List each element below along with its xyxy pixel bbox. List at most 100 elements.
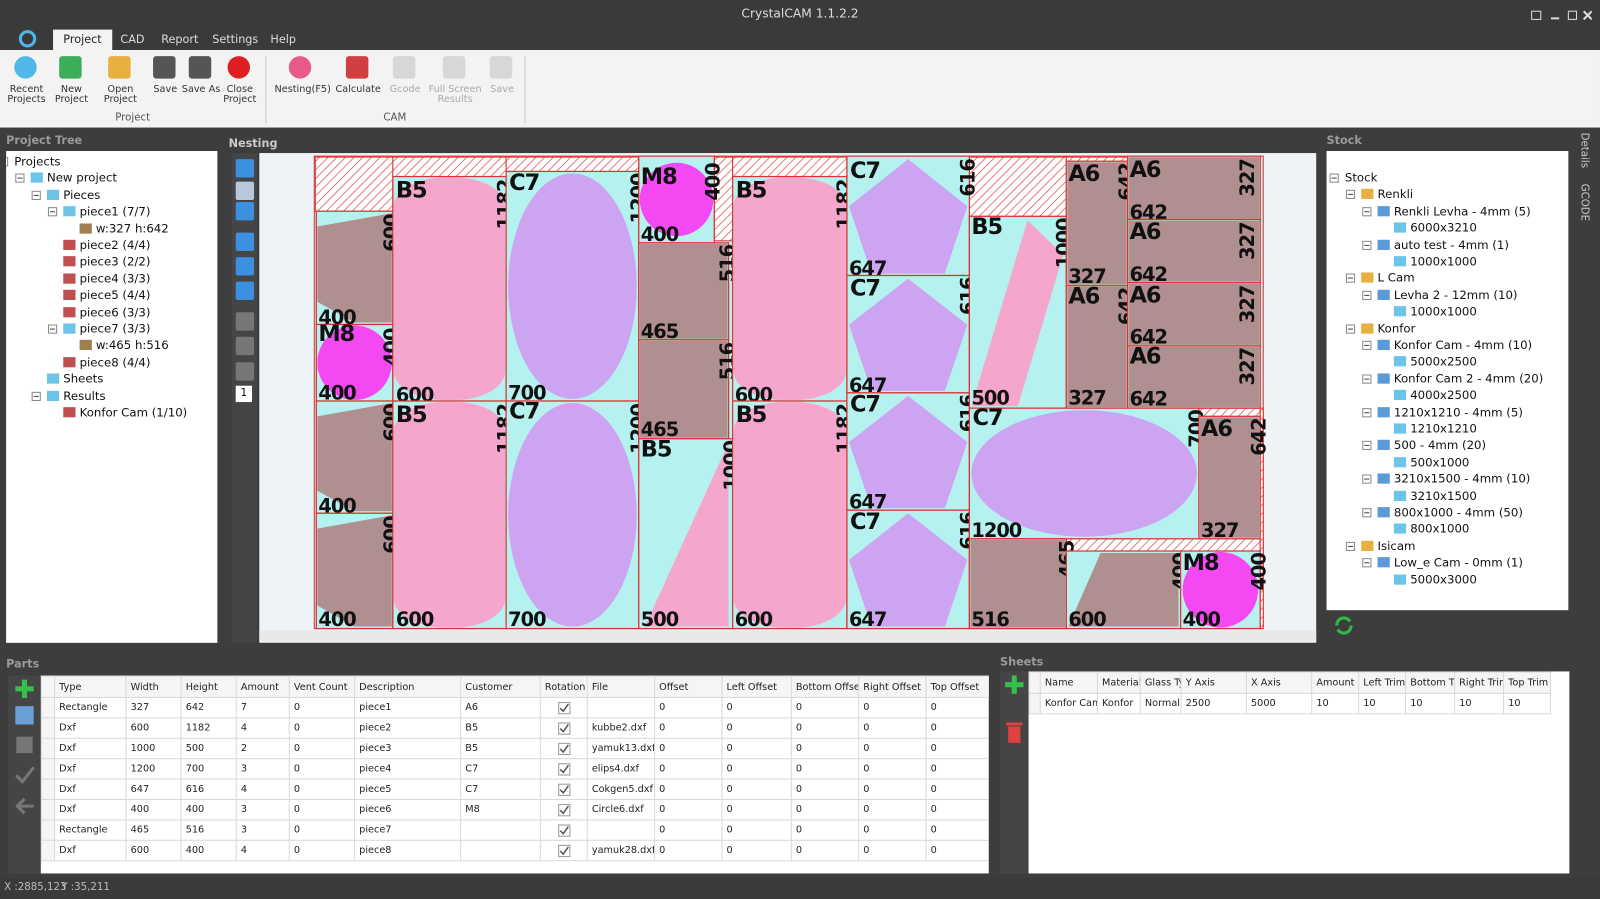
column-header[interactable]: Amount	[1311, 671, 1360, 694]
cell[interactable]: 0	[721, 839, 792, 862]
table-row[interactable]: Dxf 1200 700 3 0 piece4 C7 elips4.dxf 0 0 0 0 0	[40, 758, 989, 780]
play-button[interactable]	[235, 312, 255, 331]
table-row[interactable]: Dxf 600 1182 4 0 piece2 B5 kubbe2.dxf 0 0 0 0 0	[40, 717, 989, 739]
cell[interactable]	[460, 819, 541, 841]
cell[interactable]: M8	[460, 798, 541, 821]
cell[interactable]: 5000	[1245, 692, 1313, 715]
table-row[interactable]: Rectangle 327 642 7 0 piece1 A6 0 0 0 0 0	[40, 696, 989, 719]
cell[interactable]: 0	[288, 737, 356, 760]
cell[interactable]: 0	[721, 717, 792, 739]
menu-tab[interactable]: Project	[53, 29, 112, 50]
cell[interactable]: 10	[1503, 692, 1552, 715]
cell[interactable]: 0	[721, 758, 792, 780]
cell[interactable]: yamuk28.dxf	[586, 839, 656, 862]
cell[interactable]: 0	[858, 839, 927, 862]
expander[interactable]	[1362, 206, 1372, 217]
expander[interactable]	[1362, 407, 1372, 417]
checkbox[interactable]	[557, 823, 570, 837]
cell[interactable]: 3	[235, 819, 290, 841]
cell[interactable]: piece5	[354, 778, 462, 800]
column-header[interactable]: Vent Count	[288, 675, 356, 698]
cell[interactable]: 400	[125, 798, 182, 821]
ribbon-button[interactable]: Close Project	[213, 50, 266, 109]
cell[interactable]: Dxf	[54, 717, 127, 739]
column-header[interactable]: Right Trir	[1454, 671, 1505, 694]
expander[interactable]	[1362, 474, 1372, 484]
cell[interactable]: 0	[288, 758, 356, 780]
cell[interactable]: 2500	[1180, 692, 1247, 715]
menu-tab[interactable]: Settings	[212, 32, 259, 46]
column-header[interactable]: Glass Ty	[1139, 671, 1182, 694]
cell[interactable]: C7	[460, 758, 541, 780]
cell[interactable]: 0	[925, 778, 989, 800]
cell[interactable]: 0	[721, 778, 792, 800]
cell[interactable]: 4	[235, 839, 290, 862]
checkbox[interactable]	[557, 701, 570, 714]
cell[interactable]: 10	[1454, 692, 1505, 715]
cell[interactable]: 10	[1405, 692, 1456, 715]
menu-tab[interactable]: CAD	[120, 32, 145, 46]
cell[interactable]: Dxf	[54, 778, 127, 800]
ribbon-button[interactable]: Save	[476, 50, 529, 109]
cell[interactable]: 0	[790, 737, 860, 760]
column-header[interactable]: Rotation	[539, 675, 588, 698]
cell[interactable]: 4	[235, 717, 290, 739]
cell[interactable]: 0	[288, 696, 356, 719]
cell[interactable]: 0	[721, 696, 792, 719]
cell[interactable]: 400	[180, 798, 237, 821]
cell[interactable]: 600	[125, 839, 182, 862]
cell[interactable]: 0	[858, 798, 927, 821]
ribbon-button[interactable]: Save As	[174, 50, 227, 109]
expander[interactable]	[1345, 324, 1356, 334]
ribbon-button[interactable]: Calculate	[332, 50, 385, 109]
cell[interactable]: piece4	[354, 758, 462, 780]
table-row[interactable]: Dxf 1000 500 2 0 piece3 B5 yamuk13.dxf 0 0 0 0 0	[40, 737, 989, 760]
checkbox[interactable]	[557, 783, 570, 796]
cell[interactable]: Konfor Cam	[1039, 692, 1098, 715]
expander[interactable]	[1329, 173, 1339, 183]
zoom-out-button[interactable]	[235, 257, 255, 276]
cell[interactable]: 0	[858, 737, 927, 760]
cell[interactable]: 0	[925, 717, 989, 739]
scrollbar[interactable]	[259, 630, 1317, 641]
cell[interactable]: piece3	[354, 737, 462, 760]
table-row[interactable]: Dxf 400 400 3 0 piece6 M8 Circle6.dxf 0 0 0 0 0	[40, 798, 989, 821]
cell[interactable]: 0	[790, 819, 860, 841]
cell[interactable]: Dxf	[54, 798, 127, 821]
cell[interactable]: B5	[460, 737, 541, 760]
cell[interactable]: A6	[460, 696, 541, 719]
column-header[interactable]: Left Trim	[1358, 671, 1407, 694]
expander[interactable]	[6, 157, 9, 167]
column-header[interactable]: Height	[180, 675, 237, 698]
column-header[interactable]: Top Offset	[925, 675, 989, 698]
cell[interactable]: 0	[654, 737, 723, 760]
expander[interactable]	[1362, 290, 1372, 300]
expander[interactable]	[1362, 374, 1372, 384]
cell[interactable]: 0	[654, 696, 723, 719]
cell[interactable]: Dxf	[54, 839, 127, 862]
window-controls[interactable]	[1531, 6, 1593, 21]
column-header[interactable]: Left Offset	[721, 675, 792, 698]
column-header[interactable]: Offset	[654, 675, 723, 698]
cell[interactable]: 3	[235, 758, 290, 780]
cell[interactable]: 0	[654, 819, 723, 841]
cell[interactable]: 0	[654, 778, 723, 800]
cell[interactable]: 500	[180, 737, 237, 760]
column-header[interactable]: File	[586, 675, 656, 698]
ribbon-button[interactable]: Full Screen Results	[429, 50, 482, 109]
cell[interactable]: 0	[790, 758, 860, 780]
expander[interactable]	[15, 173, 25, 184]
cell[interactable]: Rectangle	[54, 819, 127, 841]
column-header[interactable]: Width	[125, 675, 182, 698]
pause-button[interactable]	[235, 336, 255, 356]
cell[interactable]: kubbe2.dxf	[586, 717, 656, 739]
column-header[interactable]: Y Axis	[1180, 671, 1247, 694]
refresh-button[interactable]	[1332, 613, 1356, 637]
cell[interactable]: Dxf	[54, 737, 127, 760]
cell[interactable]: Circle6.dxf	[586, 798, 656, 821]
cell[interactable]: piece6	[354, 798, 462, 821]
column-header[interactable]: Material	[1096, 671, 1141, 694]
cell[interactable]: 0	[654, 839, 723, 862]
cell[interactable]: 10	[1358, 692, 1407, 715]
scroll-down-button[interactable]	[235, 202, 255, 221]
